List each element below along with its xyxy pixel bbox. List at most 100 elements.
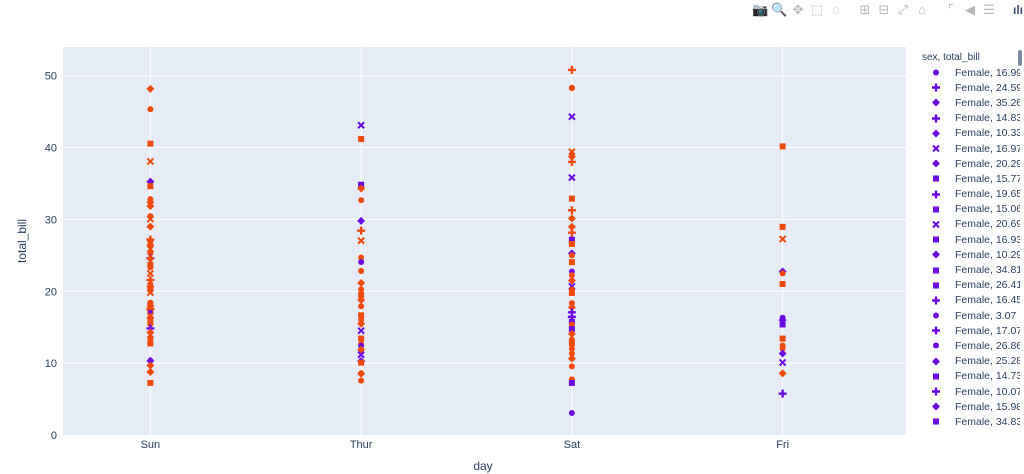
data-point-x[interactable]	[146, 269, 155, 278]
legend-item[interactable]: Female, 34.83	[915, 414, 1020, 429]
legend-item[interactable]: Female, 26.41	[915, 278, 1020, 293]
legend-scrollbar-thumb[interactable]	[1018, 50, 1022, 66]
legend-item[interactable]: Female, 25.28	[915, 354, 1020, 369]
data-point-diamond[interactable]	[146, 84, 155, 93]
legend-item[interactable]: Female, 26.86	[915, 338, 1020, 353]
legend-item[interactable]: Female, 24.59	[915, 80, 1020, 95]
data-point-x[interactable]	[778, 358, 787, 367]
data-point-square[interactable]	[779, 281, 786, 288]
data-point-cross[interactable]	[146, 324, 155, 333]
hover-compare-icon[interactable]: ☰	[983, 2, 995, 17]
data-point-square[interactable]	[147, 183, 154, 190]
data-point-circle[interactable]	[568, 350, 575, 357]
data-point-circle[interactable]	[358, 377, 365, 384]
data-point-diamond[interactable]	[567, 329, 576, 338]
box-select-icon[interactable]: ⬚	[810, 2, 824, 17]
zoom-in-icon[interactable]: ⊞	[859, 2, 871, 17]
data-point-square[interactable]	[358, 291, 365, 298]
data-point-square[interactable]	[779, 335, 786, 342]
data-point-x[interactable]	[146, 245, 155, 253]
data-point-circle[interactable]	[779, 270, 786, 277]
data-point-circle[interactable]	[358, 254, 365, 261]
data-point-x[interactable]	[568, 112, 576, 121]
legend-item[interactable]: Female, 10.29	[915, 247, 1020, 262]
legend-item[interactable]: Female, 16.97	[915, 141, 1020, 156]
autoscale-icon[interactable]: ⤢	[897, 2, 909, 17]
data-point-diamond[interactable]	[357, 184, 366, 193]
data-point-x[interactable]	[357, 351, 365, 359]
legend-item[interactable]: Female, 3.07	[915, 308, 1020, 323]
data-point-cross[interactable]	[567, 308, 576, 317]
data-point-diamond[interactable]	[146, 356, 155, 365]
data-point-diamond[interactable]	[357, 278, 366, 287]
zoom-icon[interactable]: 🔍	[771, 2, 788, 17]
legend-scrollbar[interactable]	[1018, 50, 1022, 435]
data-point-x[interactable]	[568, 173, 576, 182]
data-point-circle[interactable]	[568, 363, 575, 370]
data-point-diamond[interactable]	[357, 369, 366, 378]
data-point-circle[interactable]	[779, 345, 786, 352]
data-point-diamond[interactable]	[567, 354, 576, 363]
data-point-diamond[interactable]	[146, 202, 155, 211]
data-point-cross[interactable]	[567, 65, 576, 74]
data-point-x[interactable]	[146, 215, 155, 223]
data-point-diamond[interactable]	[357, 319, 366, 328]
data-point-circle[interactable]	[568, 345, 575, 352]
legend-item[interactable]: Female, 17.07	[915, 323, 1020, 338]
pan-icon[interactable]: ✥	[792, 2, 804, 17]
data-point-square[interactable]	[358, 136, 365, 143]
data-point-circle[interactable]	[358, 342, 365, 349]
reset-axes-icon[interactable]: ⌂	[918, 2, 926, 17]
spike-lines-icon[interactable]: ⌜	[947, 2, 955, 17]
data-point-square[interactable]	[568, 340, 575, 347]
data-point-circle[interactable]	[568, 85, 575, 92]
legend-item[interactable]: Female, 20.69	[915, 217, 1020, 232]
data-point-circle[interactable]	[358, 303, 365, 310]
data-point-square[interactable]	[568, 379, 575, 386]
data-point-square[interactable]	[568, 289, 575, 296]
legend-item[interactable]: Female, 14.73	[915, 369, 1020, 384]
data-point-circle[interactable]	[147, 250, 154, 257]
legend-item[interactable]: Female, 16.93	[915, 232, 1020, 247]
legend-item[interactable]: Female, 20.29	[915, 156, 1020, 171]
data-point-x[interactable]	[357, 326, 365, 335]
data-point-circle[interactable]	[147, 321, 154, 328]
data-point-circle[interactable]	[568, 272, 575, 279]
data-point-cross[interactable]	[146, 275, 155, 284]
data-point-square[interactable]	[147, 140, 154, 147]
data-point-square[interactable]	[779, 223, 786, 230]
data-point-diamond[interactable]	[146, 328, 155, 337]
data-point-cross[interactable]	[567, 312, 576, 321]
camera-icon[interactable]: 📷	[752, 2, 769, 17]
legend-item[interactable]: Female, 16.99	[915, 65, 1020, 80]
data-point-diamond[interactable]	[146, 367, 155, 376]
data-point-square[interactable]	[358, 335, 365, 342]
data-point-x[interactable]	[357, 236, 365, 245]
plotly-logo-icon[interactable]: ılı	[1012, 3, 1023, 17]
data-point-circle[interactable]	[358, 258, 365, 265]
data-point-diamond[interactable]	[146, 361, 155, 370]
data-point-diamond[interactable]	[567, 303, 576, 312]
data-point-diamond[interactable]	[146, 254, 155, 263]
legend-item[interactable]: Female, 10.33	[915, 126, 1020, 141]
legend-item[interactable]: Female, 14.83	[915, 111, 1020, 126]
data-point-x[interactable]	[568, 148, 576, 156]
data-point-x[interactable]	[778, 235, 787, 243]
data-point-cross[interactable]	[567, 228, 576, 237]
data-point-cross[interactable]	[567, 157, 576, 166]
hover-closest-icon[interactable]: ◀	[965, 2, 975, 17]
data-point-circle[interactable]	[358, 197, 365, 204]
data-point-circle[interactable]	[568, 300, 575, 307]
data-point-circle[interactable]	[147, 335, 154, 342]
data-point-square[interactable]	[568, 326, 575, 333]
data-point-circle[interactable]	[147, 264, 154, 271]
data-point-square[interactable]	[779, 321, 786, 328]
lasso-select-icon[interactable]: ◌	[832, 2, 840, 17]
data-point-x[interactable]	[357, 121, 365, 129]
zoom-out-icon[interactable]: ⊟	[878, 2, 890, 17]
data-point-square[interactable]	[358, 312, 365, 319]
data-point-circle[interactable]	[147, 106, 154, 113]
data-point-square[interactable]	[779, 143, 786, 150]
data-point-diamond[interactable]	[567, 276, 576, 285]
data-point-circle[interactable]	[358, 286, 365, 293]
